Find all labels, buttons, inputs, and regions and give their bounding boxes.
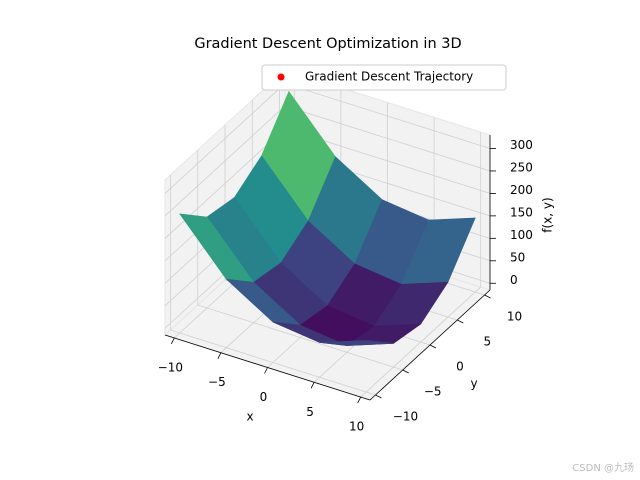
z-tick-label: 0 (510, 273, 518, 287)
z-tick-label: 200 (510, 183, 533, 197)
surface-patch (319, 340, 394, 346)
y-axis-label: y (470, 377, 477, 391)
z-axis-label: f(x, y) (541, 197, 555, 232)
y-tick-label: 10 (507, 310, 522, 324)
z-tick-label: 300 (510, 138, 533, 152)
grid-line (284, 105, 491, 172)
x-tick (264, 367, 268, 374)
z-tick-label: 100 (510, 228, 533, 242)
watermark: CSDN @九玚 (572, 462, 634, 474)
y-tick-label: 0 (456, 360, 464, 374)
z-tick-label: 150 (510, 205, 533, 219)
x-tick-label: −5 (208, 375, 226, 389)
y-tick (402, 369, 409, 374)
y-tick (484, 294, 491, 299)
x-tick (310, 382, 315, 389)
x-tick-label: 5 (306, 405, 314, 419)
grid-line (164, 105, 286, 217)
legend-marker (277, 73, 285, 81)
x-tick (217, 352, 222, 359)
grid-line (170, 329, 376, 396)
legend-label: Gradient Descent Trajectory (305, 70, 473, 84)
y-tick (457, 319, 464, 324)
y-tick-label: 5 (483, 335, 491, 349)
x-tick (357, 396, 362, 404)
x-tick-label: 10 (349, 420, 364, 434)
grid-line (164, 83, 286, 194)
grid-line (197, 304, 403, 371)
legend (261, 64, 507, 91)
x-axis-label: x (246, 410, 253, 424)
x-tick-label: −10 (158, 360, 183, 374)
z-tick-label: 250 (510, 160, 533, 174)
x-tick-label: 0 (260, 390, 268, 404)
y-tick-label: −5 (424, 385, 442, 399)
y-tick (429, 344, 437, 349)
y-tick-label: −10 (393, 410, 418, 424)
grid-line (284, 83, 491, 149)
y-tick (375, 394, 382, 399)
x-tick (170, 337, 175, 345)
z-tick-label: 50 (510, 250, 525, 264)
chart-title: Gradient Descent Optimization in 3D (194, 36, 461, 52)
